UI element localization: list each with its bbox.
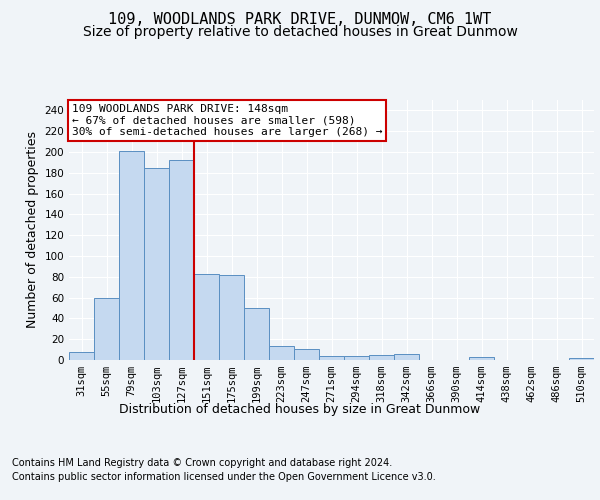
Text: 109 WOODLANDS PARK DRIVE: 148sqm
← 67% of detached houses are smaller (598)
30% : 109 WOODLANDS PARK DRIVE: 148sqm ← 67% o…	[71, 104, 382, 137]
Text: Distribution of detached houses by size in Great Dunmow: Distribution of detached houses by size …	[119, 402, 481, 415]
Text: Size of property relative to detached houses in Great Dunmow: Size of property relative to detached ho…	[83, 25, 517, 39]
Bar	[219, 274, 244, 360]
Text: Contains public sector information licensed under the Open Government Licence v3: Contains public sector information licen…	[12, 472, 436, 482]
Bar	[269, 346, 294, 360]
Bar	[394, 354, 419, 360]
Bar	[319, 356, 344, 360]
Bar	[569, 358, 594, 360]
Bar	[294, 348, 319, 360]
Bar	[119, 151, 144, 360]
Bar	[94, 298, 119, 360]
Bar	[194, 274, 219, 360]
Text: 109, WOODLANDS PARK DRIVE, DUNMOW, CM6 1WT: 109, WOODLANDS PARK DRIVE, DUNMOW, CM6 1…	[109, 12, 491, 28]
Bar	[69, 352, 94, 360]
Text: Contains HM Land Registry data © Crown copyright and database right 2024.: Contains HM Land Registry data © Crown c…	[12, 458, 392, 468]
Bar	[344, 356, 369, 360]
Bar	[369, 355, 394, 360]
Bar	[244, 308, 269, 360]
Bar	[144, 168, 169, 360]
Bar	[169, 160, 194, 360]
Y-axis label: Number of detached properties: Number of detached properties	[26, 132, 39, 328]
Bar	[469, 357, 494, 360]
